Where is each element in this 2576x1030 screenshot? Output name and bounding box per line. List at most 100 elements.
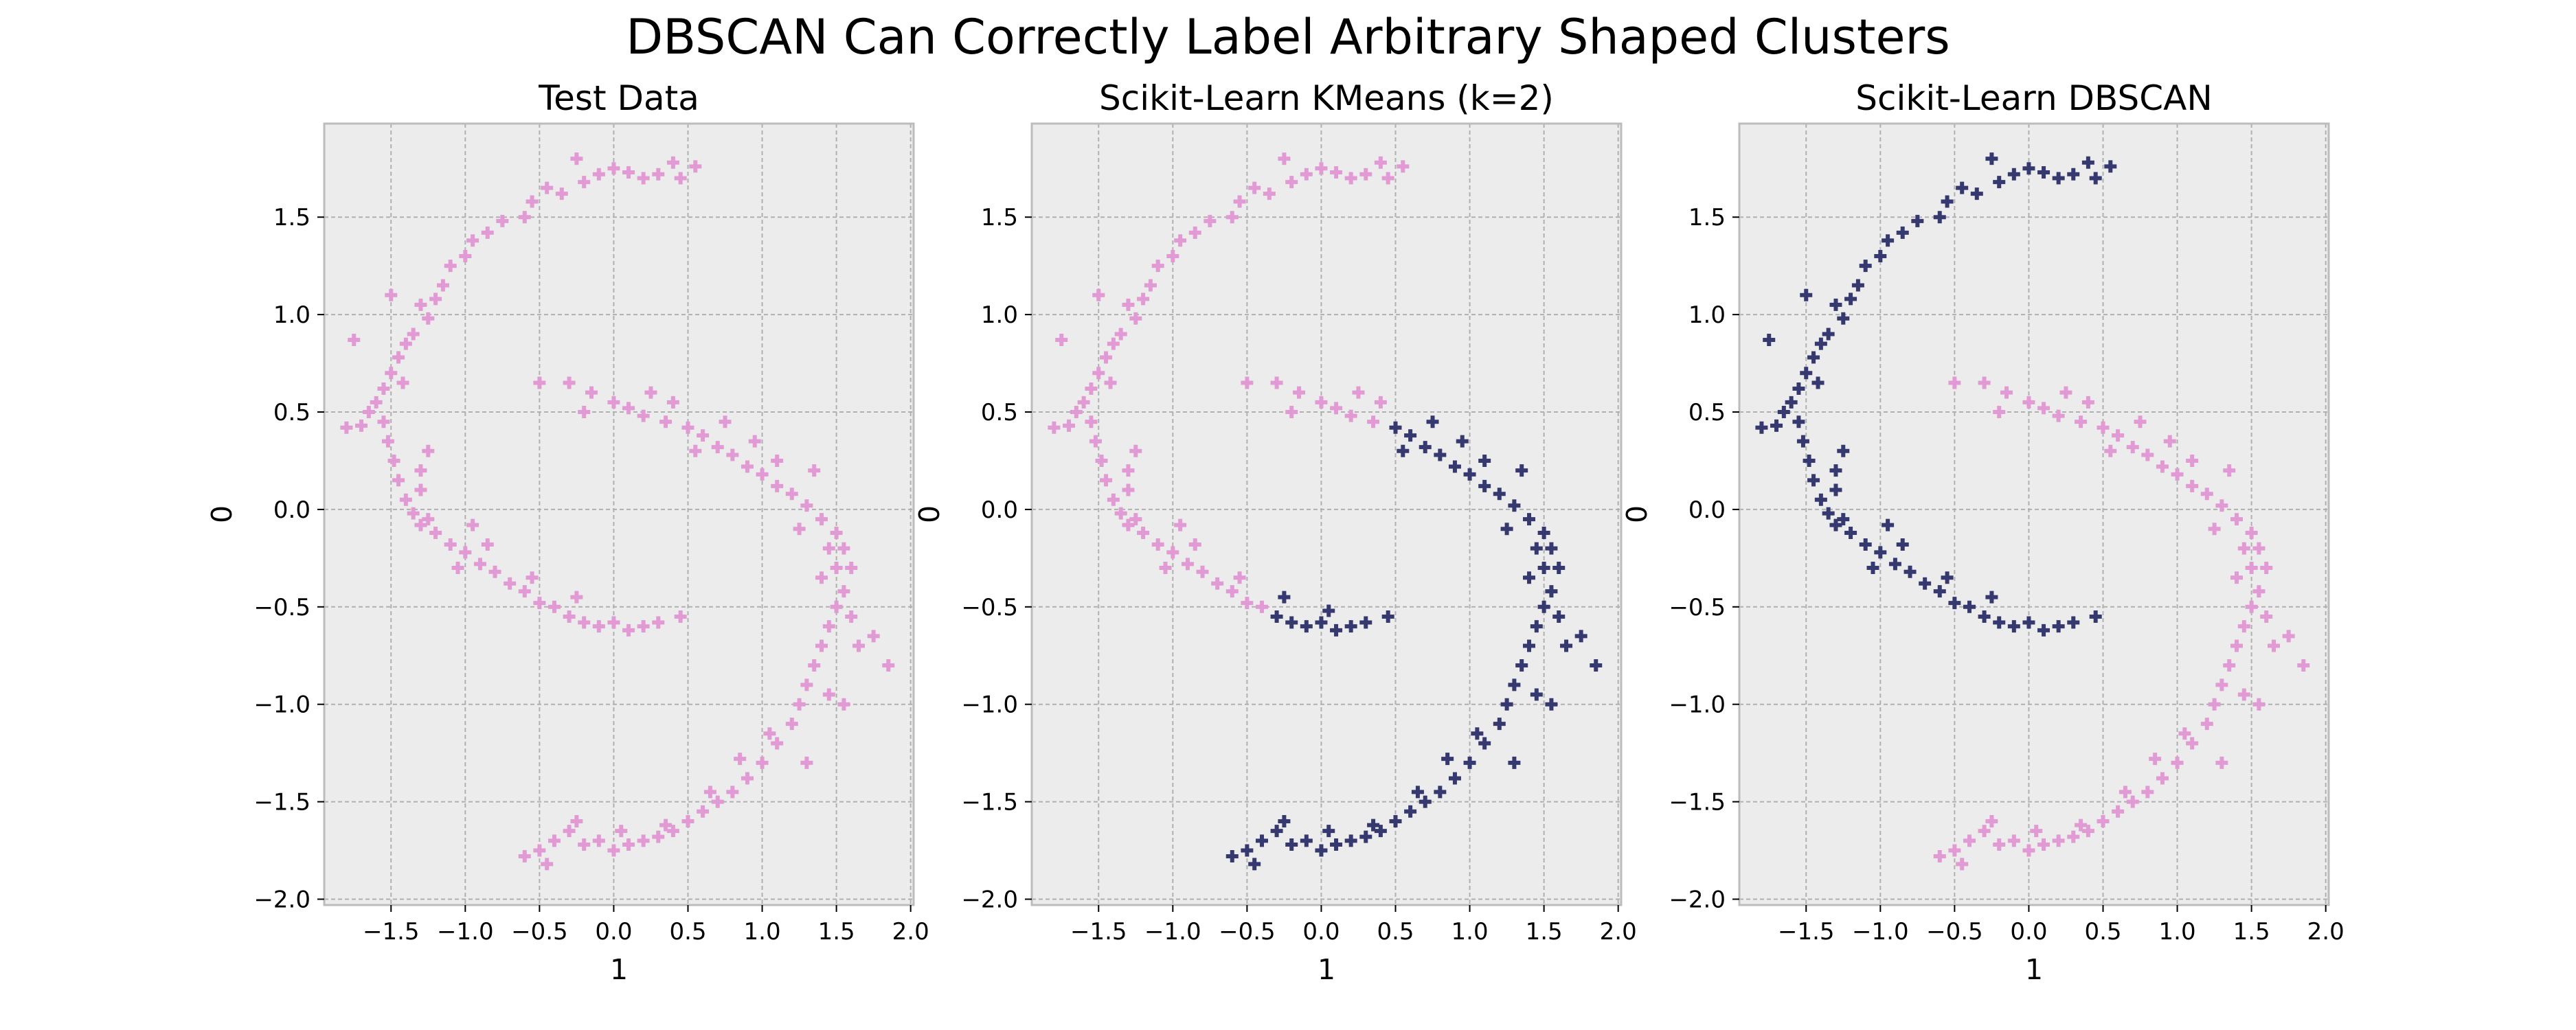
data-point xyxy=(1933,850,1946,863)
data-point xyxy=(1322,604,1335,617)
data-point xyxy=(1089,435,1102,448)
data-point xyxy=(444,260,457,273)
data-point xyxy=(2163,435,2176,448)
data-point xyxy=(392,351,405,364)
data-point xyxy=(526,571,539,584)
data-point xyxy=(1151,538,1164,551)
data-point xyxy=(385,367,398,380)
data-point xyxy=(533,597,546,610)
data-point xyxy=(771,737,784,750)
data-point xyxy=(1315,616,1328,629)
data-point xyxy=(1859,260,1872,273)
data-point xyxy=(1063,419,1076,432)
data-point xyxy=(1278,814,1291,827)
data-point xyxy=(399,337,412,350)
data-point xyxy=(429,293,442,306)
data-point xyxy=(1530,620,1543,633)
data-point xyxy=(1441,753,1454,766)
y-tick-label: −0.5 xyxy=(253,594,310,621)
data-point xyxy=(652,616,665,629)
data-point xyxy=(2104,444,2117,457)
data-point xyxy=(1537,562,1550,575)
data-point xyxy=(1807,474,1820,487)
data-point xyxy=(1796,435,1809,448)
data-point xyxy=(800,499,813,512)
data-point xyxy=(518,585,531,598)
y-tick-label: −2.0 xyxy=(253,886,310,913)
data-point xyxy=(763,727,776,740)
data-point xyxy=(1107,493,1120,506)
series-1 xyxy=(1048,152,1410,613)
x-axis-label: 1 xyxy=(610,953,628,986)
data-point xyxy=(2007,168,2020,181)
data-point xyxy=(526,195,539,208)
data-point xyxy=(637,172,650,185)
data-point xyxy=(1829,298,1842,311)
y-axis-label: 0 xyxy=(913,505,946,523)
data-point xyxy=(1159,562,1172,575)
data-point xyxy=(1285,406,1298,419)
data-point xyxy=(2245,526,2258,539)
data-point xyxy=(681,421,694,434)
data-point xyxy=(703,786,716,799)
data-point xyxy=(377,382,390,395)
gridlines xyxy=(1032,124,1621,905)
data-point xyxy=(2112,429,2125,442)
data-point xyxy=(1866,562,1879,575)
data-point xyxy=(666,156,679,169)
data-point xyxy=(1792,415,1805,428)
data-point xyxy=(1330,838,1343,851)
data-point xyxy=(1196,565,1209,578)
x-tick-label: 1.5 xyxy=(2233,918,2270,946)
data-point xyxy=(659,415,673,428)
data-point xyxy=(2237,542,2250,555)
data-point xyxy=(637,409,650,422)
data-point xyxy=(533,376,546,389)
subplot-title: Scikit-Learn KMeans (k=2) xyxy=(1099,78,1554,118)
data-point xyxy=(1188,538,1201,551)
data-point xyxy=(1397,160,1410,173)
data-point xyxy=(1434,786,1447,799)
data-point xyxy=(756,468,769,481)
data-point xyxy=(607,844,620,857)
data-point xyxy=(822,542,835,555)
data-point xyxy=(1434,448,1447,461)
data-point xyxy=(459,546,472,559)
data-point xyxy=(1829,518,1842,531)
y-tick-label: 0.0 xyxy=(273,496,310,524)
data-point xyxy=(852,639,866,652)
y-tick-label: −1.5 xyxy=(253,789,310,816)
data-point xyxy=(1285,176,1298,189)
data-point xyxy=(2200,718,2213,731)
data-point xyxy=(1948,597,1961,610)
data-point xyxy=(1285,616,1298,629)
data-point xyxy=(2156,460,2169,473)
data-point xyxy=(1174,234,1187,247)
data-point xyxy=(1590,659,1603,672)
data-point xyxy=(622,838,635,851)
data-point xyxy=(1456,435,1469,448)
data-point xyxy=(2030,825,2043,838)
data-point xyxy=(1174,518,1187,531)
data-point xyxy=(1500,698,1513,711)
data-point xyxy=(1315,844,1328,857)
plot-area xyxy=(324,124,914,905)
data-point xyxy=(1181,558,1194,571)
data-point xyxy=(1545,542,1558,555)
data-point xyxy=(1233,195,1246,208)
data-point xyxy=(1523,513,1536,526)
gridlines xyxy=(324,124,914,905)
data-point xyxy=(1978,376,1991,389)
data-point xyxy=(1552,562,1566,575)
x-tick-label: 1.5 xyxy=(1526,918,1563,946)
data-point xyxy=(2081,156,2094,169)
data-point xyxy=(2022,616,2035,629)
data-point xyxy=(1122,298,1135,311)
y-tick-label: −1.0 xyxy=(1669,691,1726,719)
data-points xyxy=(1755,152,2310,871)
x-tick-label: 1.0 xyxy=(2159,918,2196,946)
data-points xyxy=(1048,152,1603,871)
data-point xyxy=(1404,429,1417,442)
data-point xyxy=(1985,152,1998,165)
data-point xyxy=(1137,526,1150,539)
